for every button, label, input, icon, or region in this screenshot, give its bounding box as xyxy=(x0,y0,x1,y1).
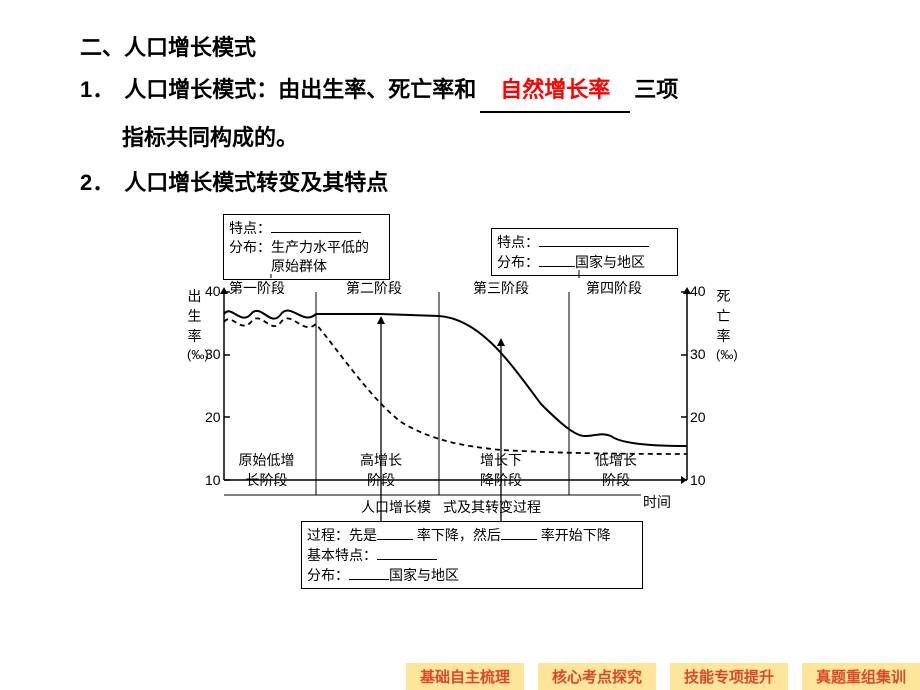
item-1-lead: 人口增长模式：由出生率、死亡率和 xyxy=(124,77,476,102)
item-1: 1． 人口增长模式：由出生率、死亡率和自然增长率三项 xyxy=(80,70,840,113)
item-2: 2． 人口增长模式转变及其特点 xyxy=(80,163,840,204)
item-1-line2: 指标共同构成的。 xyxy=(80,118,840,159)
nav-basics[interactable]: 基础自主梳理 xyxy=(406,663,524,690)
nav-core[interactable]: 核心考点探究 xyxy=(538,663,656,690)
item-1-num: 1． xyxy=(80,77,114,102)
nav-buttons: 基础自主梳理 核心考点探究 技能专项提升 真题重组集训 xyxy=(392,663,920,690)
section-number: 二、 xyxy=(80,35,124,60)
nav-skill[interactable]: 技能专项提升 xyxy=(670,663,788,690)
chart-svg xyxy=(181,214,739,579)
section-text: 人口增长模式 xyxy=(124,35,256,60)
item-1-tail: 三项 xyxy=(634,77,678,102)
item-1-blank: 自然增长率 xyxy=(480,70,630,113)
nav-exam[interactable]: 真题重组集训 xyxy=(802,663,920,690)
item-2-num: 2． xyxy=(80,170,114,195)
item-1-blank-text: 自然增长率 xyxy=(500,77,610,102)
section-title: 二、人口增长模式 xyxy=(80,30,840,62)
chart-container: 特点： 分布：生产力水平低的 原始群体 特点： 分布：国家与地区 过程：先是 率… xyxy=(181,214,739,579)
item-2-text: 人口增长模式转变及其特点 xyxy=(124,170,388,195)
